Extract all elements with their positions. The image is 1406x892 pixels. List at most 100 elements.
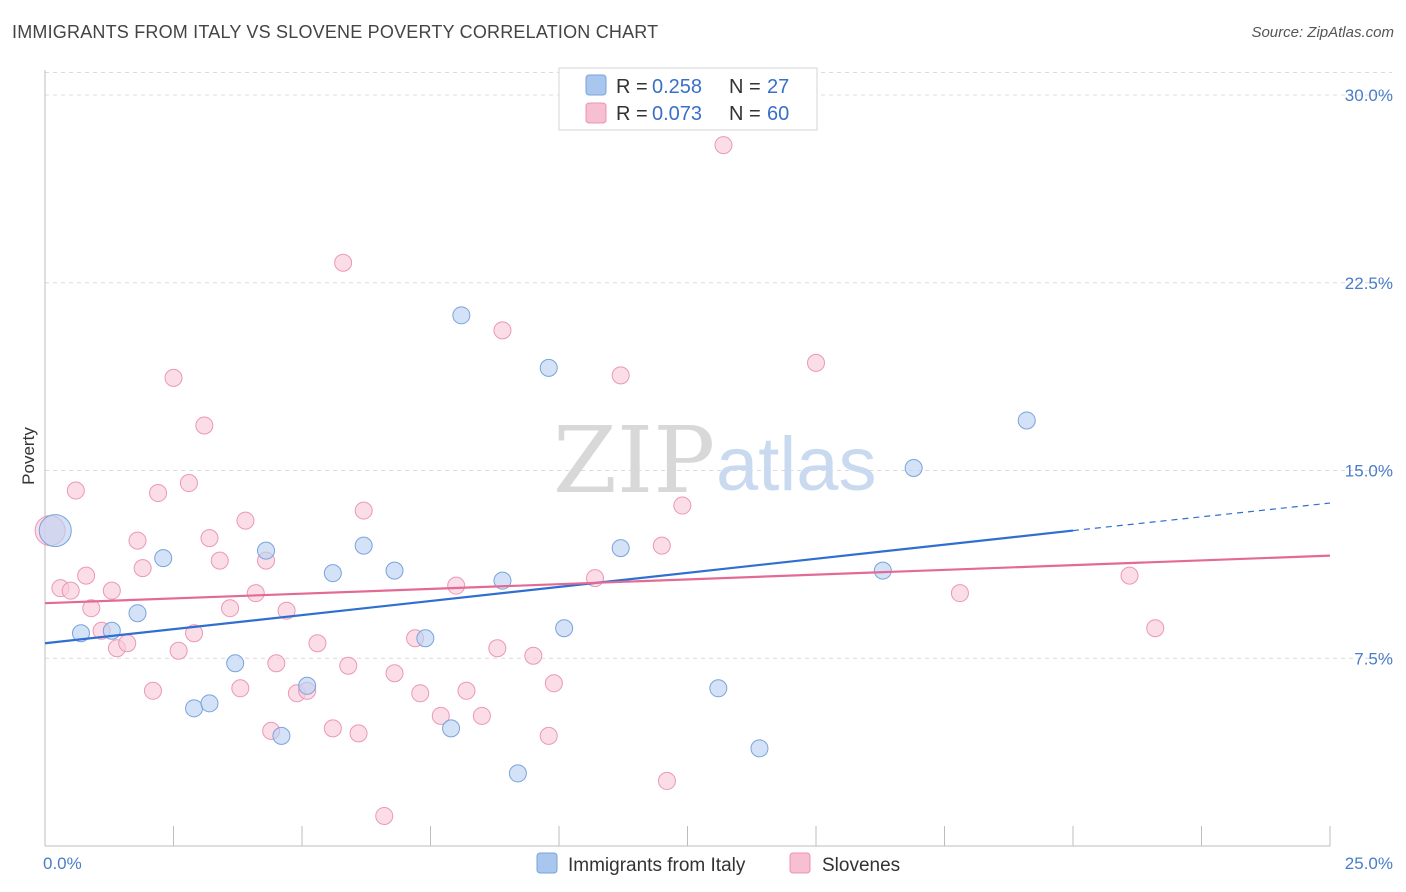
italy-point <box>226 654 245 673</box>
slovenes-trend-line <box>44 554 1331 605</box>
italy-point <box>298 676 317 695</box>
slovenes-point <box>673 496 692 515</box>
slovenes-point <box>493 321 512 340</box>
italy-point <box>1017 411 1036 430</box>
italy-point <box>416 629 435 648</box>
italy-trend-line <box>44 529 1074 645</box>
slovenes-point <box>169 641 188 660</box>
slovenes-point <box>210 551 229 570</box>
italy-point <box>508 764 527 783</box>
slovenes-point <box>143 681 162 700</box>
legend-n-value-slovenes: 60 <box>767 103 789 125</box>
slovenes-point <box>118 634 137 653</box>
slovenes-point <box>385 664 404 683</box>
slovenes-point <box>457 681 476 700</box>
watermark-zip: ZIP <box>553 407 715 514</box>
slovenes-point <box>102 581 121 600</box>
italy-point <box>709 679 728 698</box>
italy-point <box>200 694 219 713</box>
slovenes-point <box>77 566 96 585</box>
slovenes-point <box>431 706 450 725</box>
bottom-legend-swatch-italy <box>536 852 558 874</box>
italy-point <box>185 699 204 718</box>
italy-point <box>873 561 892 580</box>
slovenes-point <box>277 601 296 620</box>
y-tick-label: 22.5% <box>1345 274 1393 293</box>
italy-point <box>385 561 404 580</box>
slovenes-point <box>128 531 147 550</box>
watermark: ZIP atlas <box>553 407 877 514</box>
slovenes-point <box>544 674 563 693</box>
slovenes-point <box>539 726 558 745</box>
bottom-legend-swatch-slovenes <box>789 852 811 874</box>
legend-n-value-italy: 27 <box>767 76 789 98</box>
slovenes-point <box>447 576 466 595</box>
slovenes-point <box>488 639 507 658</box>
tick-labels: 7.5% 15.0% 22.5% 30.0% 0.0% 25.0% <box>43 86 1393 873</box>
slovenes-point <box>950 584 969 603</box>
italy-point <box>493 571 512 590</box>
italy-points <box>38 306 1036 783</box>
bottom-legend-label-slovenes: Slovenes <box>822 855 900 876</box>
slovenes-point <box>236 511 255 530</box>
slovenes-point <box>349 724 368 743</box>
slovenes-point <box>200 529 219 548</box>
slovenes-point <box>339 656 358 675</box>
slovenes-point <box>334 253 353 272</box>
slovenes-point <box>267 654 286 673</box>
italy-point <box>354 536 373 555</box>
slovenes-point <box>231 679 250 698</box>
slovenes-point <box>652 536 671 555</box>
italy-point <box>323 564 342 583</box>
legend-r-value-italy: 0.258 <box>652 76 702 98</box>
italy-point <box>442 719 461 738</box>
slovenes-point <box>323 719 342 738</box>
y-axis-title: Poverty <box>19 427 38 485</box>
legend-swatch-italy <box>585 74 607 96</box>
slovenes-point <box>195 416 214 435</box>
slovenes-point <box>61 581 80 600</box>
italy-point <box>272 726 291 745</box>
slovenes-point <box>133 559 152 578</box>
italy-trend-extension <box>1072 502 1331 532</box>
slovenes-point <box>179 474 198 493</box>
trend-lines <box>44 502 1331 645</box>
slovenes-point <box>714 136 733 155</box>
slovenes-point <box>472 706 491 725</box>
slovenes-point <box>246 584 265 603</box>
x-tick-label: 25.0% <box>1345 854 1393 873</box>
italy-point <box>257 541 276 560</box>
italy-point <box>539 358 558 377</box>
bottom-legend: Immigrants from Italy Slovenes <box>536 852 900 876</box>
italy-point <box>128 604 147 623</box>
legend-swatch-slovenes <box>585 102 607 124</box>
slovenes-point <box>411 684 430 703</box>
watermark-atlas: atlas <box>716 422 877 507</box>
slovenes-point <box>185 624 204 643</box>
italy-point <box>555 619 574 638</box>
x-tick-label: 0.0% <box>43 854 82 873</box>
slovenes-point <box>354 501 373 520</box>
slovenes-point <box>611 366 630 385</box>
slovenes-point <box>149 484 168 503</box>
slovenes-point <box>1120 566 1139 585</box>
source-label: Source: ZipAtlas.com <box>1251 24 1394 41</box>
legend-n-label-italy: N = <box>729 76 761 98</box>
axes <box>44 70 1331 847</box>
slovenes-point <box>221 599 240 618</box>
top-legend: R = 0.258 N = 27 R = 0.073 N = 60 <box>558 67 818 131</box>
legend-r-label-italy: R = <box>616 76 648 98</box>
italy-point <box>452 306 471 325</box>
slovenes-point <box>524 646 543 665</box>
y-tick-label: 15.0% <box>1345 462 1393 481</box>
slovenes-point <box>657 771 676 790</box>
slovenes-point <box>1146 619 1165 638</box>
chart-title: IMMIGRANTS FROM ITALY VS SLOVENE POVERTY… <box>12 22 659 42</box>
slovenes-point <box>66 481 85 500</box>
slovenes-point <box>807 353 825 372</box>
slovenes-point <box>82 599 101 618</box>
bottom-legend-label-italy: Immigrants from Italy <box>568 855 746 876</box>
legend-r-value-slovenes: 0.073 <box>652 103 702 125</box>
legend-r-label-slovenes: R = <box>616 103 648 125</box>
